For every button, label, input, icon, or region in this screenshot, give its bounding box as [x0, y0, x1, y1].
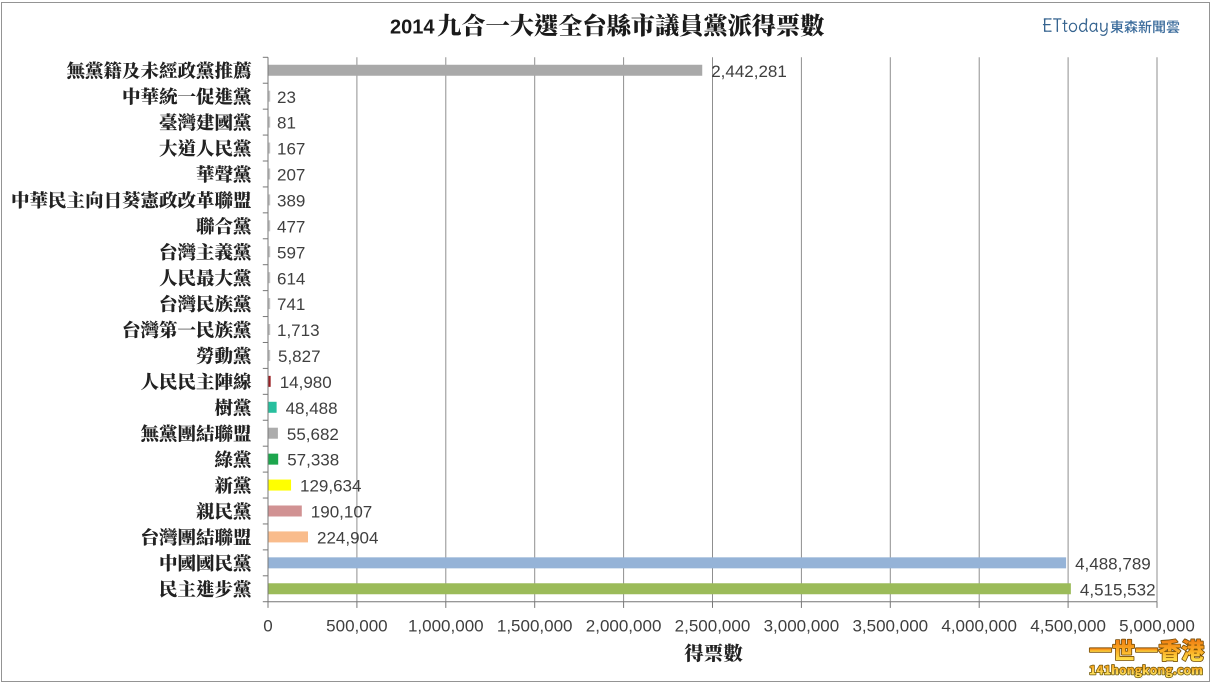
- svg-text:3,000,000: 3,000,000: [764, 617, 840, 636]
- svg-text:1,713: 1,713: [277, 321, 320, 340]
- svg-text:129,634: 129,634: [300, 477, 361, 496]
- svg-text:2014: 2014: [390, 17, 435, 39]
- svg-text:4,500,000: 4,500,000: [1030, 617, 1106, 636]
- svg-text:2,000,000: 2,000,000: [586, 617, 662, 636]
- svg-text:389: 389: [277, 191, 305, 210]
- svg-text:2,500,000: 2,500,000: [675, 617, 751, 636]
- svg-text:1,500,000: 1,500,000: [497, 617, 573, 636]
- svg-text:2,442,281: 2,442,281: [711, 62, 787, 81]
- svg-text:4,000,000: 4,000,000: [941, 617, 1017, 636]
- svg-text:55,682: 55,682: [287, 425, 339, 444]
- svg-text:3,500,000: 3,500,000: [852, 617, 928, 636]
- svg-text:224,904: 224,904: [317, 529, 378, 548]
- svg-text:4,515,532: 4,515,532: [1080, 580, 1156, 599]
- svg-text:0: 0: [263, 617, 272, 636]
- svg-text:500,000: 500,000: [326, 617, 387, 636]
- svg-text:4,488,789: 4,488,789: [1075, 554, 1151, 573]
- svg-text:190,107: 190,107: [311, 503, 372, 522]
- svg-text:597: 597: [277, 243, 305, 262]
- svg-text:57,338: 57,338: [287, 451, 339, 470]
- svg-text:477: 477: [277, 217, 305, 236]
- svg-text:14,980: 14,980: [280, 373, 332, 392]
- svg-text:207: 207: [277, 166, 305, 185]
- svg-text:5,827: 5,827: [278, 347, 321, 366]
- svg-text:81: 81: [277, 114, 296, 133]
- svg-text:614: 614: [277, 269, 305, 288]
- svg-text:48,488: 48,488: [286, 399, 338, 418]
- svg-text:167: 167: [277, 140, 305, 159]
- svg-text:1,000,000: 1,000,000: [408, 617, 484, 636]
- svg-text:5,000,000: 5,000,000: [1119, 617, 1195, 636]
- svg-text:741: 741: [277, 295, 305, 314]
- svg-text:23: 23: [277, 88, 296, 107]
